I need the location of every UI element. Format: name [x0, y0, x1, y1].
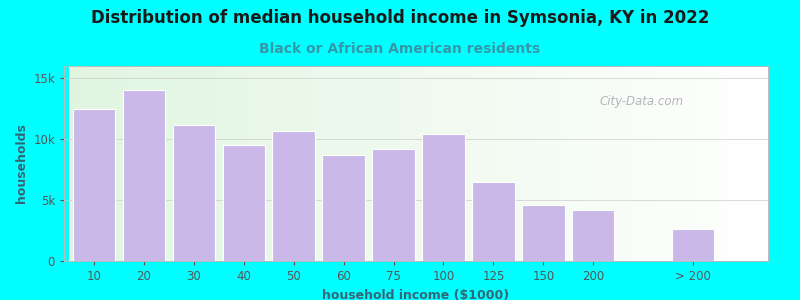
- Text: Distribution of median household income in Symsonia, KY in 2022: Distribution of median household income …: [91, 9, 709, 27]
- Bar: [273, 130, 315, 261]
- Bar: [372, 149, 414, 261]
- Bar: [122, 90, 165, 261]
- Bar: [672, 229, 714, 261]
- Text: Black or African American residents: Black or African American residents: [259, 42, 541, 56]
- Bar: [422, 134, 465, 261]
- Bar: [322, 155, 365, 261]
- Bar: [522, 205, 565, 261]
- Bar: [472, 182, 514, 261]
- Y-axis label: households: households: [14, 124, 28, 203]
- Text: City-Data.com: City-Data.com: [599, 94, 683, 108]
- Bar: [173, 124, 215, 261]
- X-axis label: household income ($1000): household income ($1000): [322, 289, 510, 300]
- Bar: [222, 145, 265, 261]
- Bar: [572, 210, 614, 261]
- Bar: [73, 109, 115, 261]
